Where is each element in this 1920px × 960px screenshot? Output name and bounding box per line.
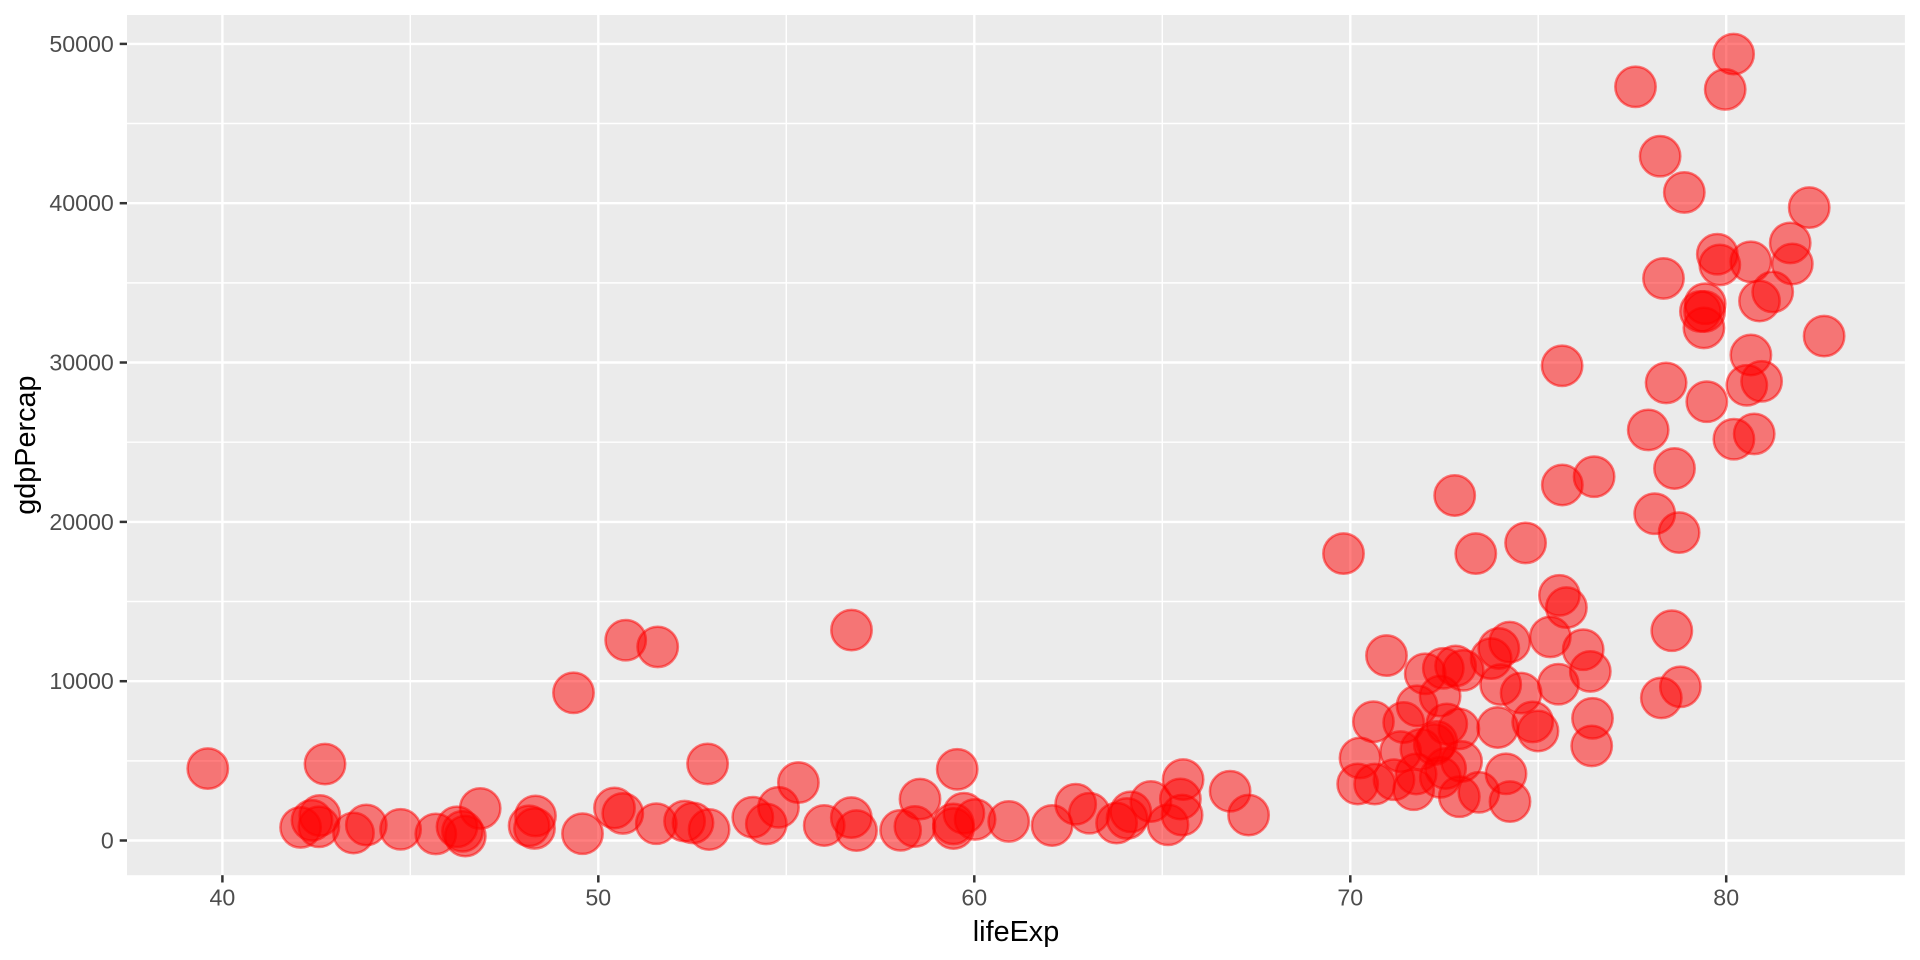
svg-text:50: 50 bbox=[585, 885, 611, 911]
svg-text:0: 0 bbox=[101, 828, 114, 854]
svg-text:50000: 50000 bbox=[49, 31, 113, 57]
svg-text:60: 60 bbox=[961, 885, 987, 911]
svg-text:30000: 30000 bbox=[49, 350, 113, 376]
svg-text:40000: 40000 bbox=[49, 190, 113, 216]
svg-text:gdpPercap: gdpPercap bbox=[10, 375, 42, 514]
svg-text:10000: 10000 bbox=[49, 668, 113, 694]
svg-text:70: 70 bbox=[1337, 885, 1363, 911]
svg-text:20000: 20000 bbox=[49, 509, 113, 535]
svg-text:40: 40 bbox=[210, 885, 236, 911]
svg-text:lifeExp: lifeExp bbox=[973, 916, 1059, 948]
svg-text:80: 80 bbox=[1713, 885, 1739, 911]
